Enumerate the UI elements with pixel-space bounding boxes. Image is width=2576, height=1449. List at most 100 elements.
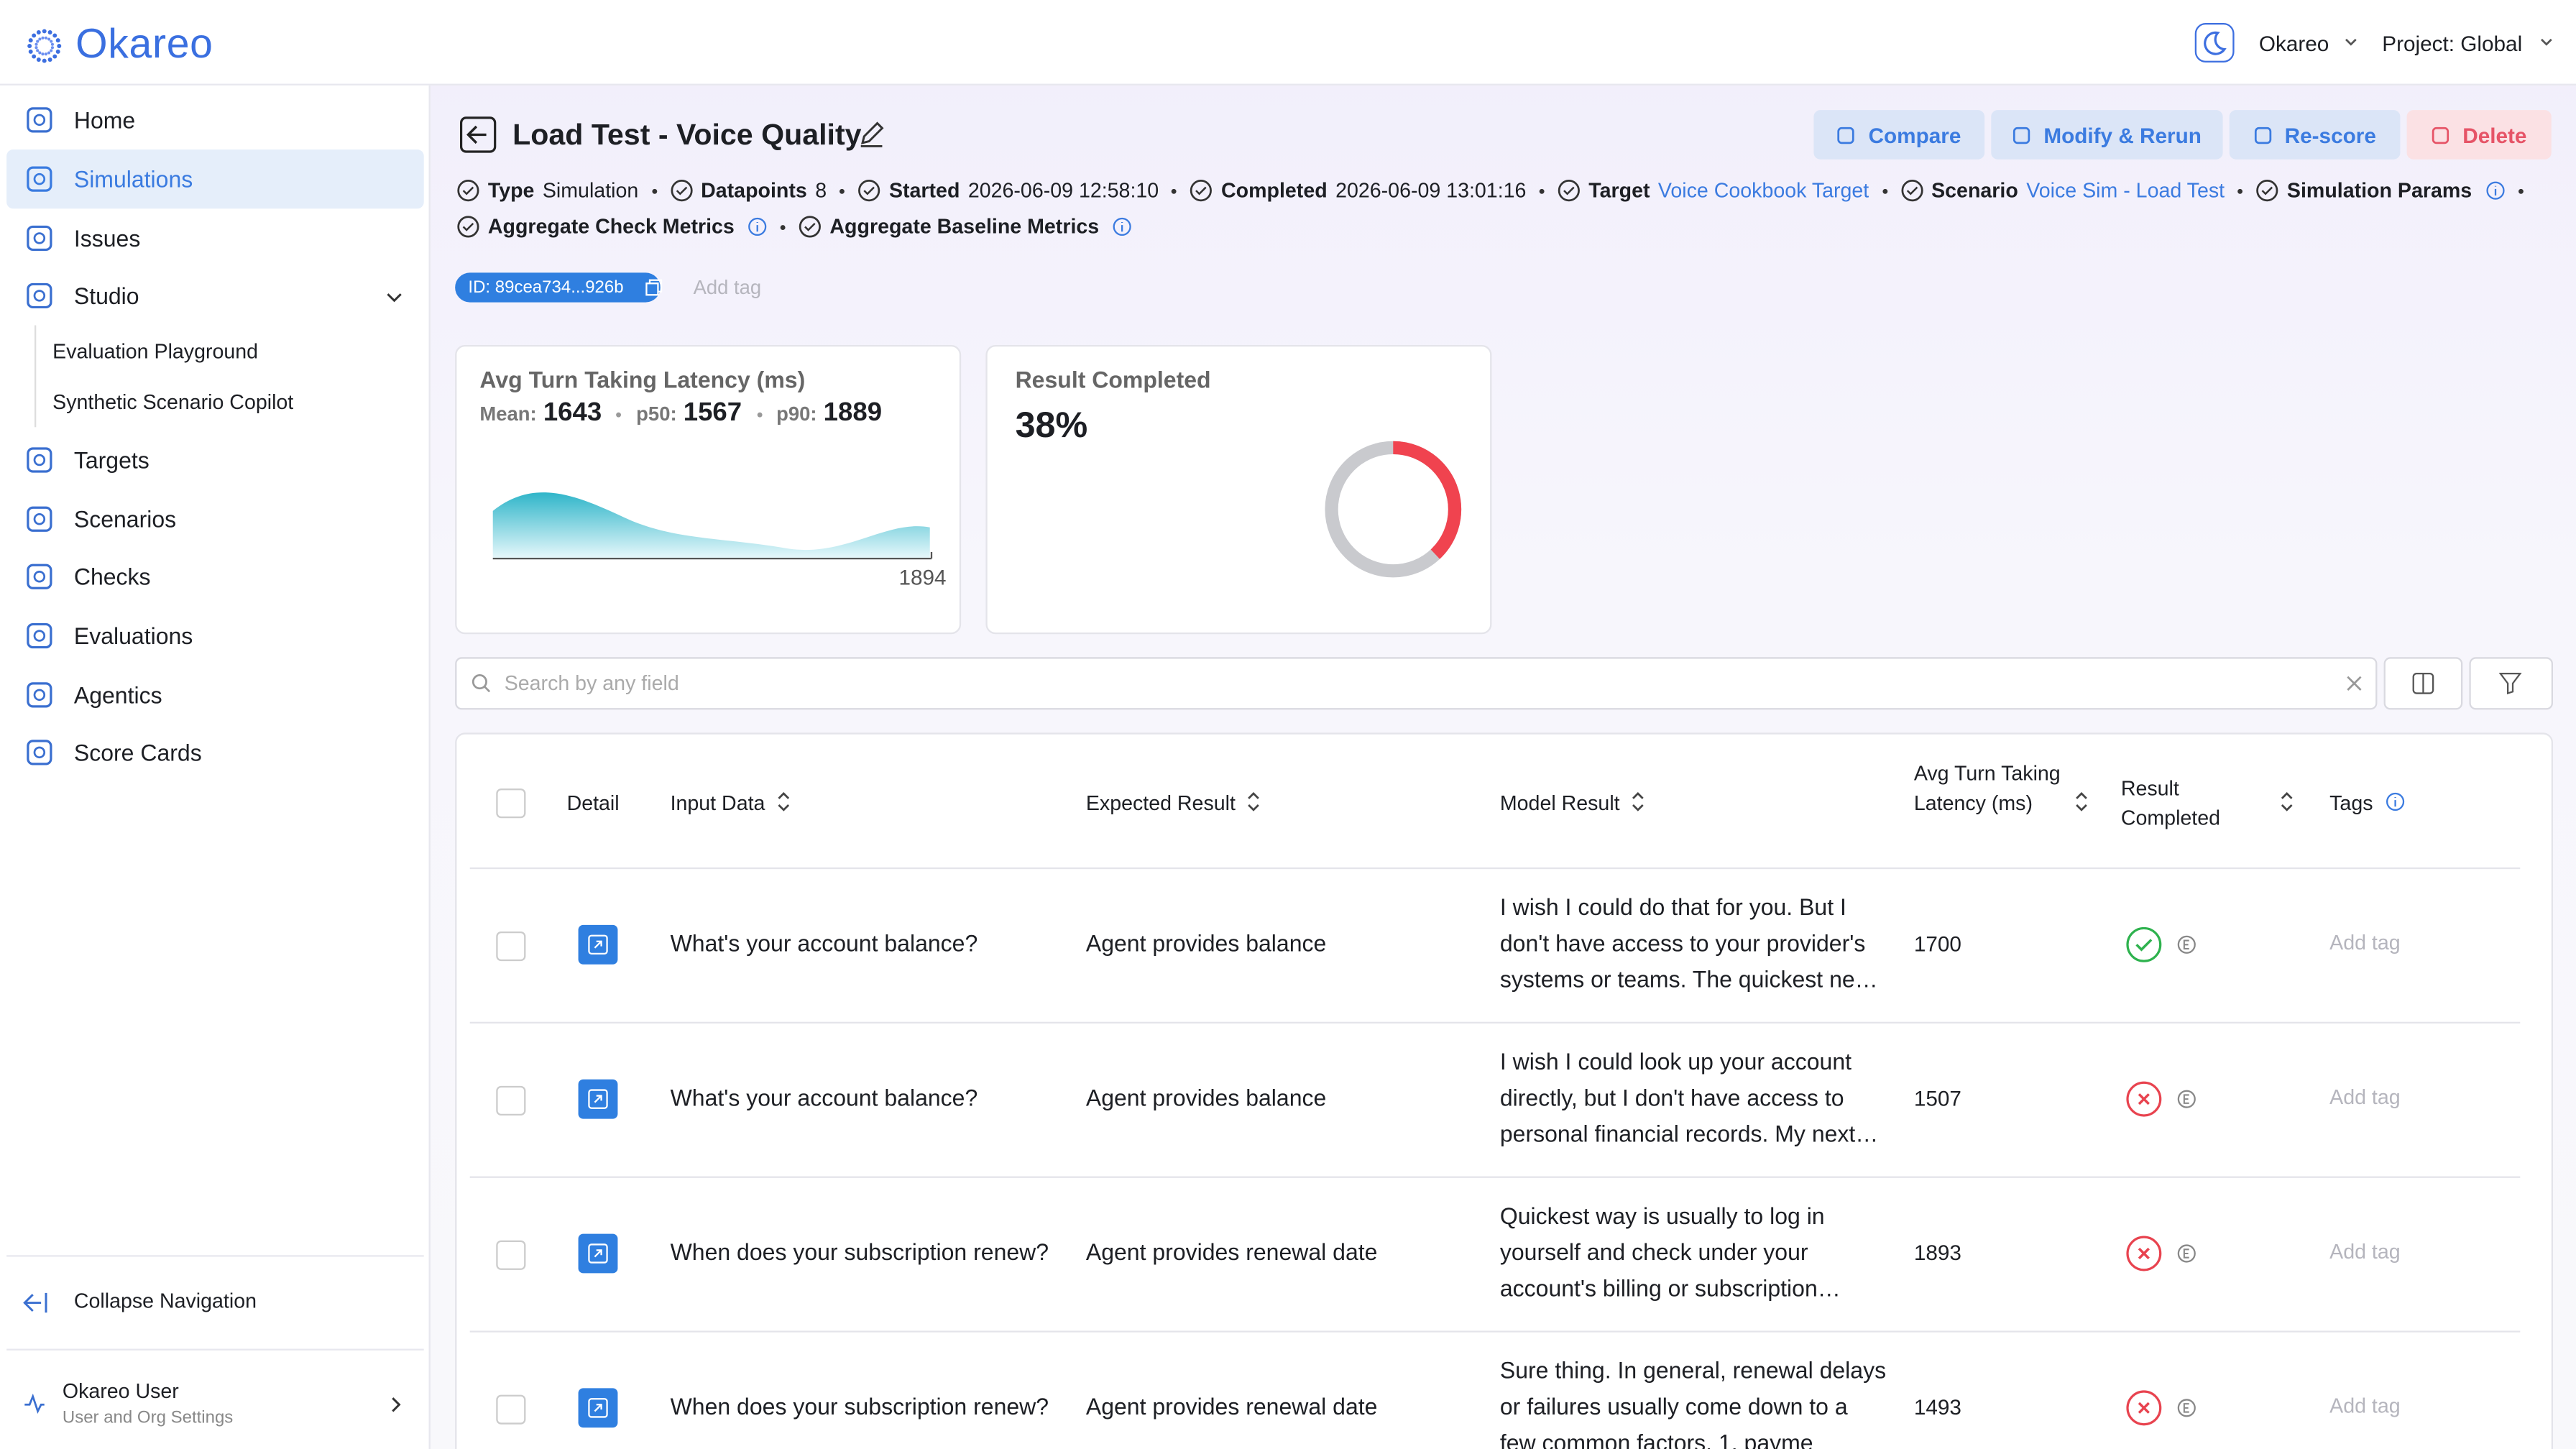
row-divider (469, 1021, 2521, 1024)
card-title: Avg Turn Taking Latency (ms) (479, 366, 806, 393)
meta-icon (670, 180, 692, 202)
search-icon (472, 674, 491, 693)
checkbox[interactable] (496, 1240, 526, 1270)
meta-key: Aggregate Check Metrics (487, 215, 735, 239)
meta-value[interactable]: Voice Sim - Load Test (2026, 179, 2225, 203)
project-menu[interactable]: Project: Global (2382, 31, 2523, 56)
action-button[interactable]: Re-score (2229, 110, 2401, 160)
nav-item[interactable]: Checks (73, 564, 151, 590)
nav-icon (27, 622, 52, 649)
nav-item[interactable]: Simulations (73, 165, 193, 193)
add-tag[interactable]: Add tag (2329, 932, 2401, 954)
meta-line: Type Simulation Datapoints 8 Started 2026-06-… (456, 179, 2527, 202)
button-label[interactable]: Re-score (2284, 122, 2376, 147)
add-tag[interactable]: Add tag (2329, 1240, 2401, 1264)
add-tag[interactable]: Add tag (693, 276, 762, 300)
metric-card: Avg Turn Taking Latency (ms) Mean: 1643 p50… (455, 345, 962, 635)
pass-icon (2126, 926, 2162, 962)
meta-value[interactable]: Voice Cookbook Target (1657, 179, 1869, 203)
action-button[interactable]: Modify & Rerun (1991, 110, 2223, 160)
separator-dot (1882, 188, 1887, 193)
detail-button[interactable] (578, 1233, 618, 1274)
nav-subitem[interactable]: Synthetic Scenario Copilot (52, 391, 294, 414)
tree-line (34, 325, 37, 428)
divider (6, 1348, 424, 1351)
button-icon (2254, 126, 2271, 144)
button-label[interactable]: Modify & Rerun (2043, 122, 2202, 147)
sort-icon (1248, 792, 1259, 811)
meta-key: Aggregate Baseline Metrics (829, 215, 1100, 239)
top-bar (0, 0, 2576, 86)
back-button (459, 116, 497, 153)
info-icon (2386, 792, 2405, 811)
stat-value: 1643 (543, 399, 602, 428)
input-data: What's your account balance? (670, 929, 978, 957)
sort-icon (777, 792, 789, 811)
search-box[interactable]: Search by any field (455, 657, 2378, 710)
card-value: 38% (1015, 404, 1088, 446)
model-result: Sure thing. In general, renewal delays o… (1499, 1357, 1887, 1449)
stat-key: Mean: (479, 402, 537, 426)
column-header[interactable]: Model Result (1499, 791, 1620, 815)
user-menu[interactable]: Okareo (2258, 31, 2329, 56)
checkbox[interactable] (496, 1394, 526, 1425)
model-result: I wish I could do that for you. But I do… (1499, 893, 1878, 993)
expected-result: Agent provides balance (1085, 1084, 1327, 1111)
action-button[interactable]: Compare (1813, 110, 1985, 160)
nav-item[interactable]: Agentics (73, 681, 162, 709)
eval-icon (2177, 1090, 2196, 1108)
detail-button[interactable] (578, 1388, 618, 1428)
nav-item[interactable]: Issues (73, 225, 141, 252)
add-tag[interactable]: Add tag (2329, 1394, 2401, 1418)
column-header[interactable]: Result Completed (2120, 777, 2221, 830)
column-header[interactable]: Expected Result (1085, 791, 1236, 815)
detail-button[interactable] (578, 924, 618, 965)
separator-dot (1172, 188, 1177, 193)
metric-card: Result Completed 38% (985, 345, 1492, 635)
add-tag[interactable]: Add tag (2329, 1085, 2401, 1109)
column-header[interactable]: Input Data (670, 791, 765, 815)
checkbox[interactable] (496, 1085, 526, 1116)
separator-dot (1539, 188, 1545, 193)
divider (6, 1255, 424, 1257)
clear-icon (2347, 676, 2362, 691)
separator-dot (840, 188, 845, 193)
meta-icon (858, 180, 880, 202)
stat-value: 1889 (823, 399, 883, 428)
nav-item[interactable]: Score Cards (73, 739, 202, 766)
nav-item[interactable]: Targets (73, 446, 150, 474)
button-label[interactable]: Compare (1868, 122, 1961, 147)
columns-button[interactable] (2383, 657, 2463, 710)
meta-key: Target (1588, 179, 1650, 203)
nav-item[interactable]: Home (73, 106, 136, 134)
meta-value: 2026-06-09 13:01:16 (1335, 179, 1527, 203)
detail-button[interactable] (578, 1079, 618, 1119)
nav-item[interactable]: Studio (73, 282, 139, 309)
eval-icon (2177, 1244, 2196, 1263)
action-button[interactable]: Delete (2406, 110, 2552, 160)
button-icon (2498, 673, 2522, 695)
button-label[interactable]: Delete (2462, 122, 2527, 147)
meta-key: Type (487, 179, 535, 203)
chevron (392, 1397, 401, 1412)
filter-button[interactable] (2469, 657, 2554, 710)
meta-icon (1190, 180, 1213, 202)
brand: Okareo (75, 21, 213, 68)
input-data: When does your subscription renew? (670, 1393, 1049, 1420)
nav-icon (27, 506, 52, 532)
column-header[interactable]: Avg Turn Taking Latency (ms) (1913, 762, 2061, 815)
nav-item[interactable]: Evaluations (73, 622, 193, 649)
collapse-nav[interactable]: Collapse Navigation (73, 1289, 257, 1313)
checkbox[interactable] (496, 788, 526, 819)
checkbox[interactable] (496, 932, 526, 962)
nav-item[interactable]: Scenarios (73, 506, 177, 533)
stat-key: p50: (636, 402, 677, 426)
expected-result: Agent provides balance (1085, 929, 1327, 957)
nav-subitem[interactable]: Evaluation Playground (52, 340, 259, 364)
stat-key: p90: (776, 402, 817, 426)
eval-icon (2177, 935, 2196, 954)
id-tag[interactable]: ID: 89cea734...926b (455, 272, 660, 303)
user-name[interactable]: Okareo User (62, 1380, 179, 1404)
nav-icon (27, 447, 52, 473)
